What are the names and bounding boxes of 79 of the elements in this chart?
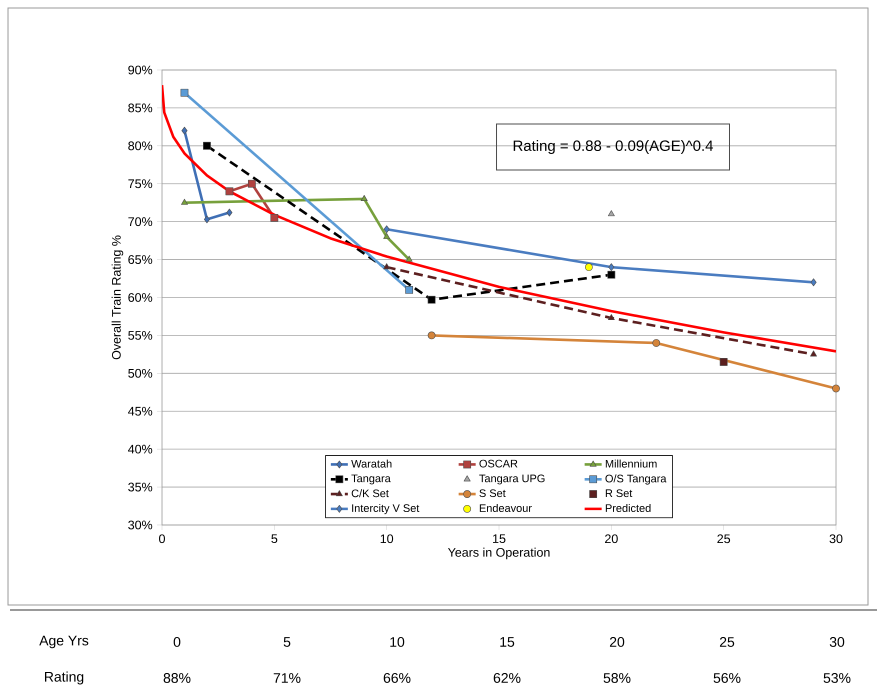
- legend-label: Predicted: [606, 504, 651, 512]
- legend-label: Tangara: [351, 474, 391, 484]
- legend-label: Endeavour: [480, 504, 532, 512]
- y-tick-label: 75%: [128, 179, 152, 188]
- y-tick-label: 85%: [128, 104, 152, 112]
- text: 62%: [494, 673, 520, 683]
- legend-label: R Set: [606, 489, 632, 498]
- y-axis-title: Overall Train Rating %: [112, 236, 124, 360]
- line-series: [162, 84, 836, 353]
- text: 10: [390, 637, 404, 647]
- legend-label: OSCAR: [479, 460, 518, 468]
- legend-label: C/K Set: [352, 489, 389, 498]
- text: 0: [174, 637, 180, 647]
- x-tick-label: 10: [380, 534, 394, 544]
- y-tick-label: 40%: [128, 444, 152, 454]
- text: Rating: [44, 671, 84, 684]
- point: [360, 195, 368, 201]
- point: [405, 286, 414, 294]
- point: [180, 88, 188, 97]
- point: [383, 232, 390, 239]
- point: [384, 225, 390, 234]
- y-tick-label: 30%: [128, 520, 152, 530]
- point: [608, 314, 615, 320]
- x-tick-label: 20: [605, 534, 618, 544]
- x-tick-label: 15: [493, 534, 506, 544]
- text: 71%: [274, 673, 300, 683]
- point: [428, 332, 436, 340]
- point: [720, 358, 728, 366]
- x-tick-label: 0: [159, 534, 165, 544]
- point: [608, 263, 614, 272]
- point: [181, 126, 188, 135]
- point: [608, 210, 615, 216]
- y-tick-label: 70%: [128, 217, 152, 226]
- y-tick-label: 55%: [128, 331, 152, 340]
- text: 5: [284, 637, 290, 647]
- text: 53%: [824, 673, 850, 683]
- x-axis-title: Years in Operation: [448, 548, 550, 560]
- legend-label: Millennium: [606, 460, 657, 468]
- point: [204, 215, 210, 224]
- y-tick-label: 80%: [128, 141, 152, 150]
- text: 30: [830, 637, 844, 647]
- point: [584, 263, 593, 272]
- legend-label: Tangara UPG: [479, 474, 545, 484]
- point: [383, 263, 390, 270]
- point: [832, 384, 840, 392]
- point: [226, 208, 232, 216]
- text: 56%: [714, 673, 740, 683]
- point: [248, 180, 256, 188]
- point: [810, 350, 817, 356]
- legend-label: Intercity V Set: [352, 504, 420, 514]
- y-tick-label: 50%: [128, 368, 152, 378]
- text: 58%: [604, 673, 630, 683]
- y-tick-label: 65%: [128, 255, 152, 264]
- point: [181, 198, 188, 205]
- point: [226, 187, 234, 196]
- text: 66%: [384, 673, 410, 683]
- legend-label: Waratah: [351, 460, 392, 468]
- point: [428, 296, 436, 304]
- point: [810, 278, 817, 286]
- x-tick-label: 30: [830, 534, 842, 544]
- y-tick-label: 45%: [128, 406, 152, 416]
- text: Age Yrs: [39, 636, 88, 648]
- y-tick-label: 90%: [128, 66, 152, 74]
- legend-label: S Set: [479, 489, 506, 498]
- text: 20: [610, 637, 624, 647]
- text: 88%: [164, 673, 190, 683]
- point: [406, 256, 413, 262]
- point: [652, 339, 660, 347]
- text: 25: [720, 637, 734, 647]
- annotation: Rating = 0.88 - 0.09(AGE)^0.4: [514, 140, 714, 154]
- point: [270, 214, 278, 222]
- legend-label: O/S Tangara: [605, 474, 666, 485]
- y-tick-label: 60%: [128, 293, 152, 302]
- point: [203, 142, 211, 150]
- text: 15: [500, 637, 514, 647]
- point: [607, 270, 616, 279]
- x-tick-label: 5: [271, 534, 278, 544]
- x-tick-label: 25: [717, 534, 730, 544]
- y-tick-label: 35%: [128, 482, 152, 492]
